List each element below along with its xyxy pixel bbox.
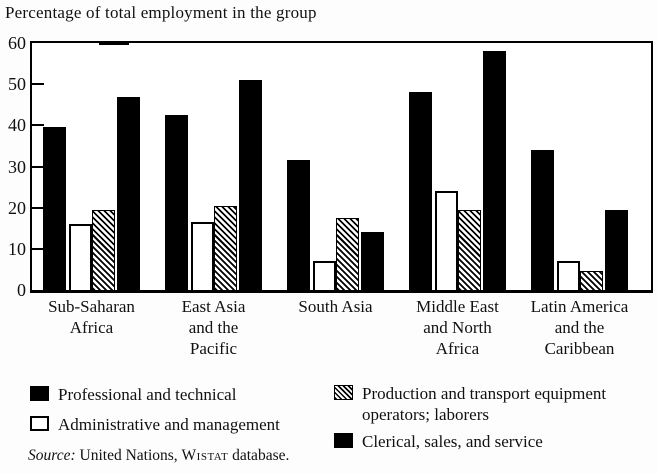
legend-swatch-solid-black-icon xyxy=(30,386,49,401)
y-axis-tick xyxy=(32,165,44,168)
x-axis-label-line: Africa xyxy=(435,339,480,358)
source-database-name: Wistat xyxy=(181,447,229,464)
y-axis-tick-label: 60 xyxy=(8,33,26,53)
bar-clerical,-5 xyxy=(605,210,628,290)
y-axis-tick-label: 50 xyxy=(8,74,26,95)
x-axis-label-line: and the xyxy=(188,318,239,337)
x-axis-label: Latin America and the Caribbean xyxy=(505,296,655,359)
legend-label: Professional and technical xyxy=(58,385,237,404)
x-axis-label-line: and the xyxy=(554,318,605,337)
legend-swatch-white-outline-icon xyxy=(30,416,49,431)
x-axis-label-line: South Asia xyxy=(298,297,373,316)
legend-label: Clerical, sales, and service xyxy=(362,432,543,451)
x-axis-label-line: Middle East xyxy=(416,297,499,316)
print-artifact xyxy=(99,41,129,45)
bar-clerical,-3 xyxy=(361,232,384,290)
bar-administrative-4 xyxy=(435,191,458,290)
x-axis-label-line: East Asia xyxy=(181,297,246,316)
legend-item-administrative: Administrative and management xyxy=(30,414,280,435)
y-axis-tick xyxy=(32,247,44,250)
bar-administrative-1 xyxy=(69,224,92,290)
bar-administrative-5 xyxy=(557,261,580,290)
y-axis-tick xyxy=(32,83,44,86)
x-axis-label-line: Pacific xyxy=(189,339,238,358)
legend-label: Administrative and management xyxy=(58,415,280,434)
bar-production-5 xyxy=(580,271,603,290)
y-axis-tick-label: 40 xyxy=(8,115,26,136)
bar-administrative-2 xyxy=(191,222,214,290)
legend-swatch-solid-black-icon xyxy=(334,433,353,448)
bar-production-2 xyxy=(214,206,237,290)
legend-label: Production and transport equipment opera… xyxy=(362,384,607,424)
y-axis-tick-label: 10 xyxy=(8,238,26,259)
x-axis-label: South Asia xyxy=(261,296,411,317)
y-axis-tick xyxy=(32,124,44,127)
chart-title: Percentage of total employment in the gr… xyxy=(5,3,317,22)
y-axis-tick xyxy=(32,206,44,209)
bar-clerical,-4 xyxy=(483,51,506,290)
source-prefix: Source: xyxy=(28,447,76,464)
x-axis-label-line: Sub-Saharan xyxy=(48,297,135,316)
bar-administrative-3 xyxy=(313,261,336,290)
source-tail: database. xyxy=(228,447,290,464)
x-axis-label-line: Latin America xyxy=(530,297,629,316)
legend-item-clerical: Clerical, sales, and service xyxy=(334,431,543,452)
x-axis-label: Middle East and North Africa xyxy=(383,296,533,359)
y-axis-tick-label: 20 xyxy=(8,197,26,218)
bar-clerical,-1 xyxy=(117,97,140,290)
bar-professional-3 xyxy=(287,160,310,290)
bar-professional-5 xyxy=(531,150,554,290)
source-body: United Nations, xyxy=(75,447,182,464)
y-axis-tick-label: 30 xyxy=(8,156,26,177)
bar-professional-1 xyxy=(43,127,66,290)
y-axis-tick-label: 0 xyxy=(17,280,26,300)
bar-clerical,-2 xyxy=(239,80,262,290)
bar-production-3 xyxy=(336,218,359,290)
x-axis-label: East Asia and the Pacific xyxy=(139,296,289,359)
bar-professional-2 xyxy=(165,115,188,290)
legend-item-professional: Professional and technical xyxy=(30,384,236,405)
legend-swatch-hatch-icon xyxy=(334,385,353,400)
legend-item-production: Production and transport equipment opera… xyxy=(334,383,632,425)
x-axis-label-line: and North xyxy=(423,318,492,337)
source-note: Source: United Nations, Wistat database. xyxy=(28,447,289,465)
x-axis-label-line: Caribbean xyxy=(544,339,615,358)
bar-production-4 xyxy=(458,210,481,290)
plot-area xyxy=(30,41,653,293)
bar-professional-4 xyxy=(409,92,432,290)
x-axis-label: Sub-Saharan Africa xyxy=(17,296,167,338)
bar-production-1 xyxy=(92,210,115,290)
x-axis-label-line: Africa xyxy=(69,318,114,337)
